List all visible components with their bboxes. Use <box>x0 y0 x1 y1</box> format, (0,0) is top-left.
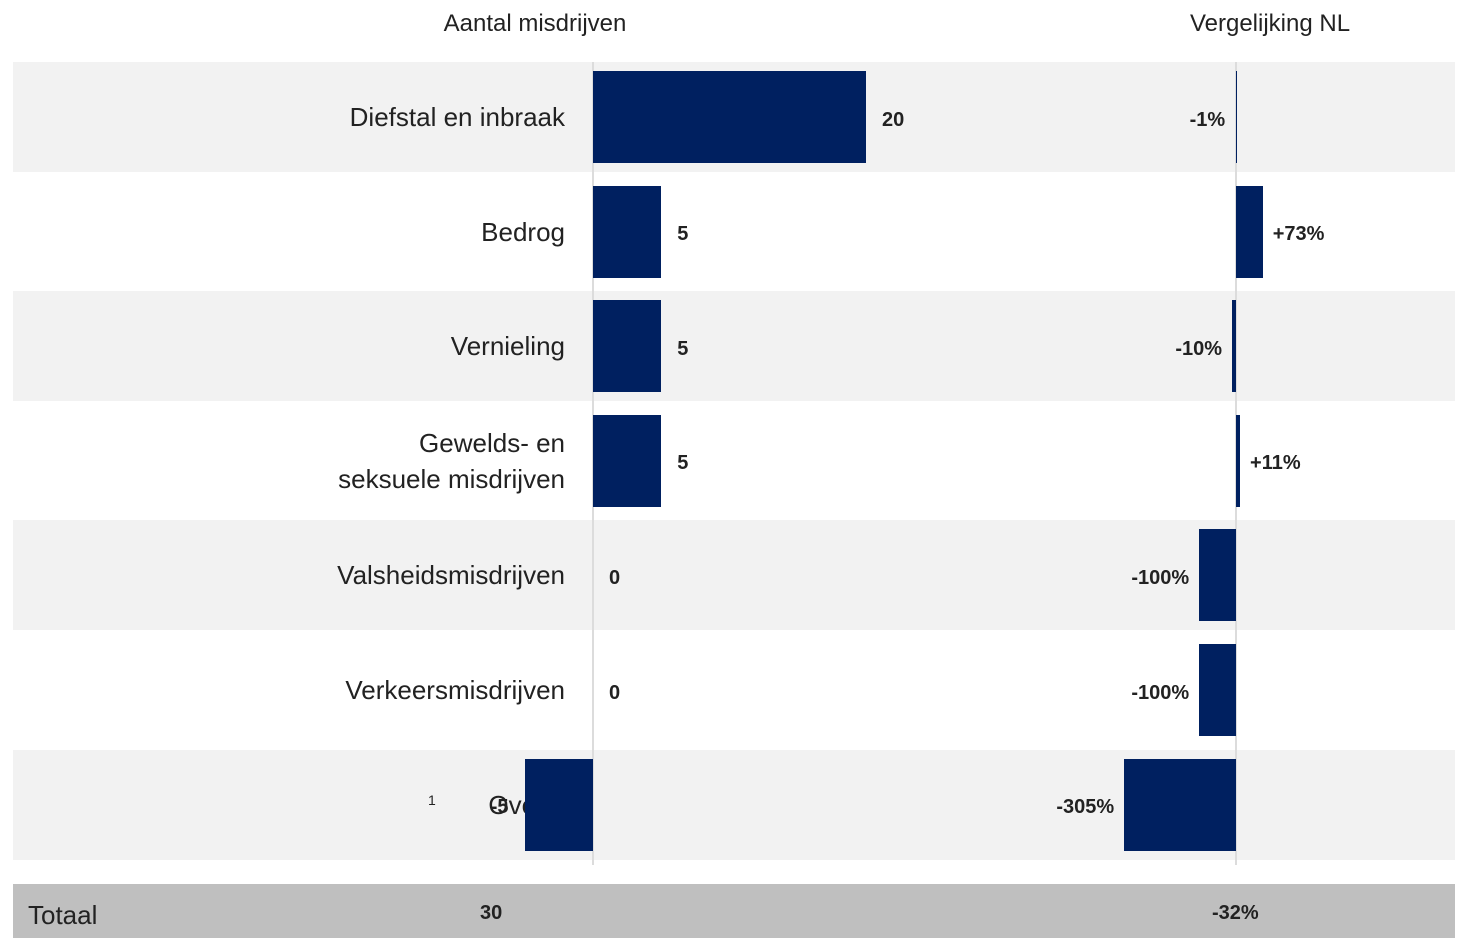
category-label: Gewelds- en seksuele misdrijven <box>338 427 565 494</box>
value-label: 5 <box>677 223 689 246</box>
total-count: 30 <box>480 902 503 924</box>
bar <box>593 185 662 278</box>
row-band <box>13 291 1455 402</box>
bar <box>1236 414 1241 507</box>
bar <box>593 300 662 393</box>
value-label: -1% <box>1189 108 1226 131</box>
category-label: Verkeersmisdrijven <box>345 675 565 705</box>
bar <box>593 71 866 163</box>
value-label: 0 <box>609 681 621 704</box>
category-label: Diefstal en inbraak <box>349 102 565 132</box>
bar <box>524 758 593 851</box>
total-comparison: -32% <box>1212 902 1259 924</box>
value-label: 5 <box>677 337 689 360</box>
bar <box>1124 758 1236 851</box>
total-band <box>13 884 1455 938</box>
value-label: -5 <box>490 796 509 819</box>
value-label: -10% <box>1175 337 1223 360</box>
category-label: Bedrog <box>481 216 565 247</box>
chart-title: Vergelijking NL <box>1189 10 1351 37</box>
bar <box>593 414 662 507</box>
row-band <box>13 405 1455 516</box>
category-label: Vernieling <box>450 331 565 362</box>
bar <box>1236 185 1263 278</box>
value-label: -305% <box>1056 796 1115 819</box>
category-label: Valsheidsmisdrijven <box>337 560 565 591</box>
value-label: 5 <box>677 452 689 475</box>
value-label: -100% <box>1131 566 1190 589</box>
bar <box>1232 300 1236 393</box>
total-label: Totaal <box>28 900 98 930</box>
value-label: 20 <box>882 108 905 131</box>
footnote: 1 <box>428 791 436 808</box>
bar <box>1199 644 1236 736</box>
bar <box>1199 529 1236 622</box>
value-label: 0 <box>609 566 621 589</box>
value-label: -100% <box>1131 681 1190 704</box>
value-label: +11% <box>1250 452 1301 475</box>
value-label: +73% <box>1272 223 1325 246</box>
chart-title: Aantal misdrijven <box>443 10 627 37</box>
row-band <box>13 176 1455 287</box>
